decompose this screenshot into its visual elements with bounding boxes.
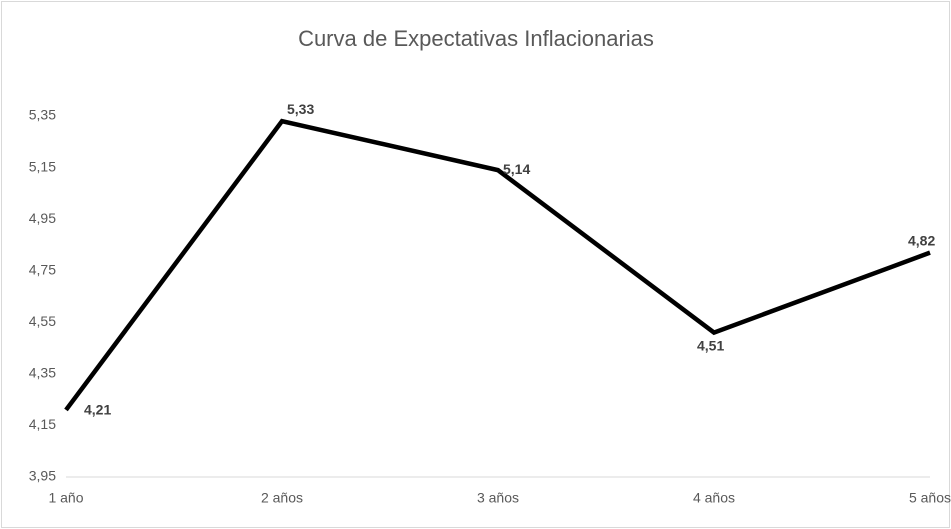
y-tick-label: 5,15 (29, 158, 56, 174)
data-label: 5,14 (503, 161, 530, 177)
y-tick-label: 4,55 (29, 313, 56, 329)
y-tick-label: 4,35 (29, 365, 56, 381)
x-tick-label: 5 años (909, 490, 951, 506)
x-tick-label: 2 años (261, 490, 303, 506)
y-tick-label: 4,15 (29, 416, 56, 432)
data-label: 4,51 (697, 337, 724, 353)
line (64, 118, 931, 412)
y-tick-label: 4,75 (29, 261, 56, 277)
chart-title: Curva de Expectativas Inflacionarias (298, 26, 654, 51)
x-tick-label: 4 años (693, 490, 735, 506)
x-tick-label: 1 año (48, 490, 83, 506)
data-label: 5,33 (287, 101, 314, 117)
y-tick-label: 5,35 (29, 107, 56, 123)
x-tick-label: 3 años (477, 490, 519, 506)
y-tick-label: 4,95 (29, 210, 56, 226)
data-label: 4,21 (84, 402, 111, 418)
data-label: 4,82 (908, 232, 935, 248)
y-tick-label: 3,95 (29, 468, 56, 484)
